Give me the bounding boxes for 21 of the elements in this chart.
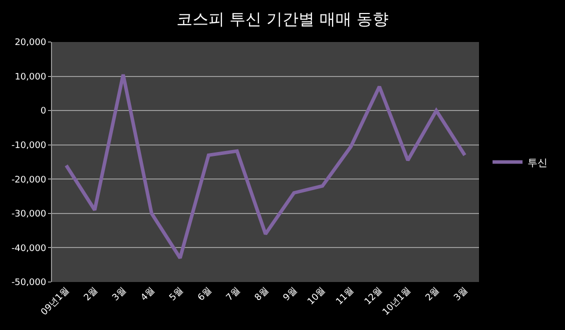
y-tick-label: -40,000 [11, 244, 46, 254]
x-tick-label: 2월 [424, 286, 442, 304]
x-tick-label: 6월 [196, 286, 214, 304]
x-tick-label: 2월 [82, 286, 100, 304]
line-series [64, 72, 467, 260]
x-tick-label: 5월 [168, 286, 186, 304]
x-tick-label: 8월 [253, 286, 271, 304]
y-tick-label: 0 [40, 106, 46, 117]
y-tick-label: 10,000 [14, 72, 46, 82]
x-tick-label: 3월 [110, 286, 128, 304]
x-tick-label: 9월 [282, 286, 300, 304]
y-tick-label: -50,000 [11, 278, 46, 288]
x-tick-label: 3월 [452, 286, 470, 304]
chart-title: 코스피 투신 기간별 매매 동향 [176, 9, 389, 28]
y-tick-label: -30,000 [11, 210, 46, 220]
x-tick-label: 4월 [139, 286, 157, 304]
x-tick-label: 7월 [224, 286, 242, 304]
legend-label: 투신 [528, 158, 548, 169]
y-tick-label: -10,000 [11, 141, 46, 152]
y-tick-label: 20,000 [14, 38, 46, 48]
y-tick-label: -20,000 [11, 175, 46, 186]
